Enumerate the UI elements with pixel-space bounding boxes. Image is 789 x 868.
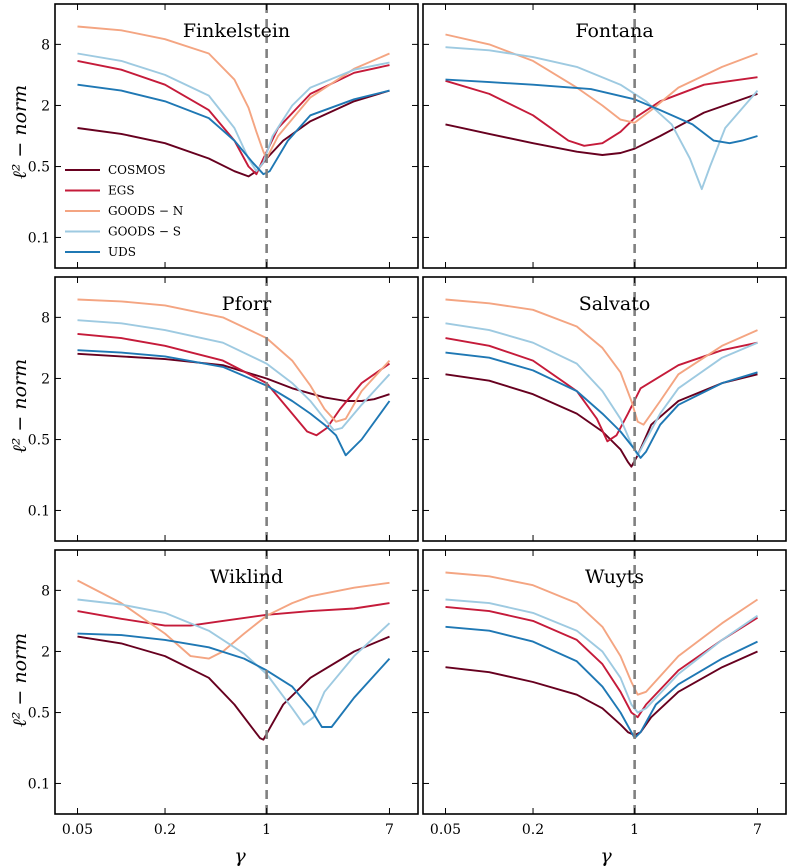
panel-title: Fontana xyxy=(575,20,653,42)
x-tick-label: 7 xyxy=(753,822,762,838)
series-goods-s xyxy=(77,52,390,173)
y-tick-label: 0.5 xyxy=(28,160,50,176)
series-cosmos xyxy=(445,93,758,156)
series-egs xyxy=(445,337,758,443)
x-axis-label-right: γ xyxy=(600,845,612,867)
y-tick-label: 2 xyxy=(41,644,50,660)
series-cosmos xyxy=(445,373,758,468)
series-uds xyxy=(77,349,391,457)
series-goods-s xyxy=(445,598,759,714)
series-cosmos xyxy=(77,635,390,741)
panel-frame xyxy=(54,3,419,269)
series-goods-n xyxy=(77,25,390,160)
x-tick-label: 0.2 xyxy=(154,822,176,838)
x-tick-label: 7 xyxy=(385,822,394,838)
y-tick-label: 8 xyxy=(41,310,50,326)
series-cosmos xyxy=(445,650,758,737)
legend-label: COSMOS xyxy=(108,163,166,177)
series-egs xyxy=(77,59,390,176)
series-egs xyxy=(77,332,391,437)
panel-frame xyxy=(54,276,419,542)
panel-wiklind: 0.05 0.2 1 7 0.1 0.5 2 8 Wiklind xyxy=(28,549,419,838)
y-axis-label-bottom: ℓ² − norm xyxy=(9,633,31,727)
panel-title: Wuyts xyxy=(585,566,644,588)
panel-fontana: Fontana xyxy=(422,3,787,269)
series-uds xyxy=(445,351,758,459)
legend-label: EGS xyxy=(108,184,135,198)
panel-finkelstein: 0.1 0.5 2 8 Finkelstein xyxy=(28,3,419,269)
legend-label: UDS xyxy=(108,245,136,259)
y-tick-label: 2 xyxy=(41,371,50,387)
panel-title: Salvato xyxy=(579,293,651,315)
legend-item-uds: UDS xyxy=(65,245,136,259)
legend-item-goods-n: GOODS − N xyxy=(65,204,183,218)
panel-pforr: 0.1 0.5 2 8 Pforr xyxy=(28,276,419,542)
y-tick-label: 8 xyxy=(41,583,50,599)
panel-title: Finkelstein xyxy=(183,20,290,42)
y-axis-label-top: ℓ² − norm xyxy=(9,85,31,179)
panel-wuyts: 0.05 0.2 1 7 Wuyts xyxy=(422,549,787,838)
series-uds xyxy=(445,625,758,740)
series-goods-n xyxy=(445,298,758,426)
series-goods-s xyxy=(445,46,759,191)
legend-label: GOODS − S xyxy=(108,225,181,239)
legend-label: GOODS − N xyxy=(108,204,183,218)
legend-item-cosmos: COSMOS xyxy=(65,163,166,177)
series-uds xyxy=(77,83,390,176)
panel-frame xyxy=(54,549,419,815)
series-egs xyxy=(77,602,390,627)
x-axis-label-left: γ xyxy=(234,845,246,867)
x-tick-label: 0.2 xyxy=(522,822,544,838)
series-egs xyxy=(445,605,759,719)
y-tick-label: 0.1 xyxy=(28,230,50,246)
panel-title: Wiklind xyxy=(210,566,283,588)
legend-item-goods-s: GOODS − S xyxy=(65,225,181,239)
y-tick-label: 2 xyxy=(41,98,50,114)
y-tick-label: 0.5 xyxy=(28,433,50,449)
series-goods-n xyxy=(77,298,391,423)
series-uds xyxy=(445,78,758,145)
series-egs xyxy=(445,76,758,147)
y-tick-label: 0.5 xyxy=(28,706,50,722)
panel-frame xyxy=(422,549,787,815)
x-tick-label: 1 xyxy=(262,822,271,838)
series-goods-n xyxy=(77,579,390,660)
series-cosmos xyxy=(77,89,390,178)
series-goods-n xyxy=(445,571,759,696)
panel-salvato: Salvato xyxy=(422,276,787,542)
series-cosmos xyxy=(77,352,390,402)
panels: 0.1 0.5 2 8 Finkelstein Fontana 0.1 0.5 2 8 Pforr S… xyxy=(28,3,787,838)
legend-item-egs: EGS xyxy=(65,184,135,198)
panel-title: Pforr xyxy=(222,293,272,315)
x-tick-label: 1 xyxy=(630,822,639,838)
series-uds xyxy=(77,632,391,728)
y-axis-label-middle: ℓ² − norm xyxy=(9,359,31,453)
y-tick-label: 0.1 xyxy=(28,776,50,792)
x-tick-label: 0.05 xyxy=(430,822,461,838)
legend: COSMOS EGS GOODS − N GOODS − S UDS xyxy=(65,163,183,259)
panel-frame xyxy=(422,276,787,542)
y-tick-label: 0.1 xyxy=(28,503,50,519)
series-goods-s xyxy=(77,598,391,726)
y-tick-label: 8 xyxy=(41,37,50,53)
series-goods-s xyxy=(77,319,391,432)
panel-frame xyxy=(422,3,787,269)
x-tick-label: 0.05 xyxy=(62,822,93,838)
